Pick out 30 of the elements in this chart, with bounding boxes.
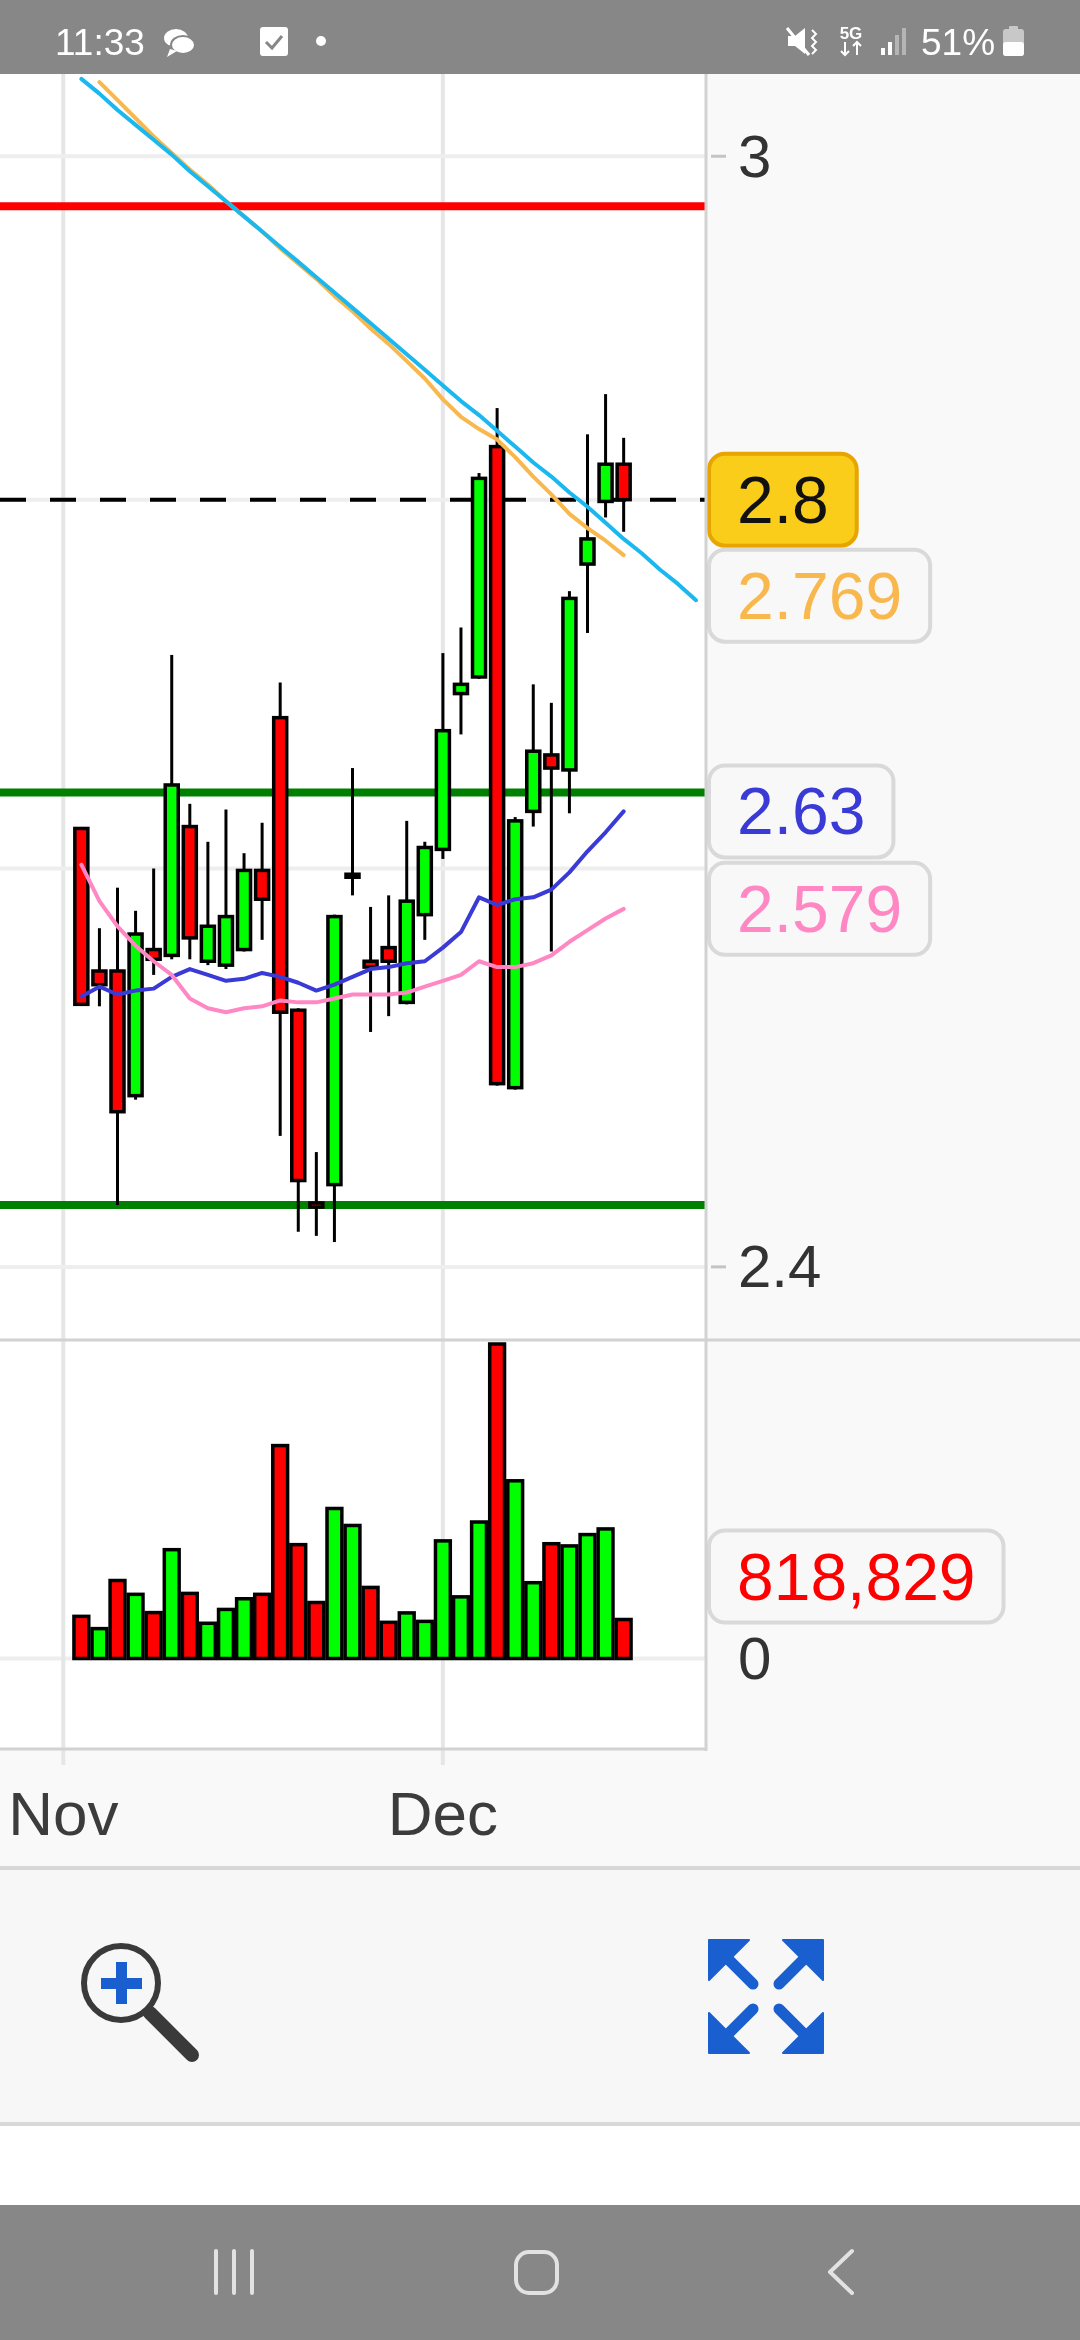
- line-series: [79, 809, 626, 999]
- candlestick: [181, 802, 199, 960]
- text: 51%: [921, 22, 996, 63]
- candlestick: [434, 653, 452, 859]
- text: 818,829: [737, 1539, 976, 1614]
- data-label: 2.769: [737, 558, 903, 633]
- y-tick-label: 3: [738, 122, 772, 190]
- ref-line-label: 2.8: [737, 462, 829, 537]
- candlestick: [326, 914, 343, 1244]
- line-series: [79, 862, 626, 1015]
- text: 0: [738, 1625, 772, 1692]
- data-label: 2.63: [737, 774, 866, 849]
- candlestick: [308, 1152, 325, 1236]
- line-series: [79, 76, 698, 603]
- candlestick: [290, 1008, 307, 1232]
- candlestick: [199, 840, 217, 967]
- x-tick-label: Nov: [8, 1779, 119, 1848]
- text: 5G: [839, 24, 863, 43]
- candlestick: [217, 809, 235, 971]
- candlestick: [344, 768, 361, 896]
- data-label: 2.579: [737, 871, 903, 946]
- candlestick: [253, 821, 271, 940]
- text: 11:33: [55, 22, 145, 63]
- y-tick-label: 2.4: [738, 1233, 822, 1301]
- x-tick-label: Dec: [387, 1779, 499, 1848]
- candlestick: [579, 434, 596, 633]
- candlestick: [506, 817, 524, 1090]
- candlestick: [271, 682, 289, 1136]
- candlestick: [235, 853, 253, 952]
- candlestick: [452, 627, 470, 735]
